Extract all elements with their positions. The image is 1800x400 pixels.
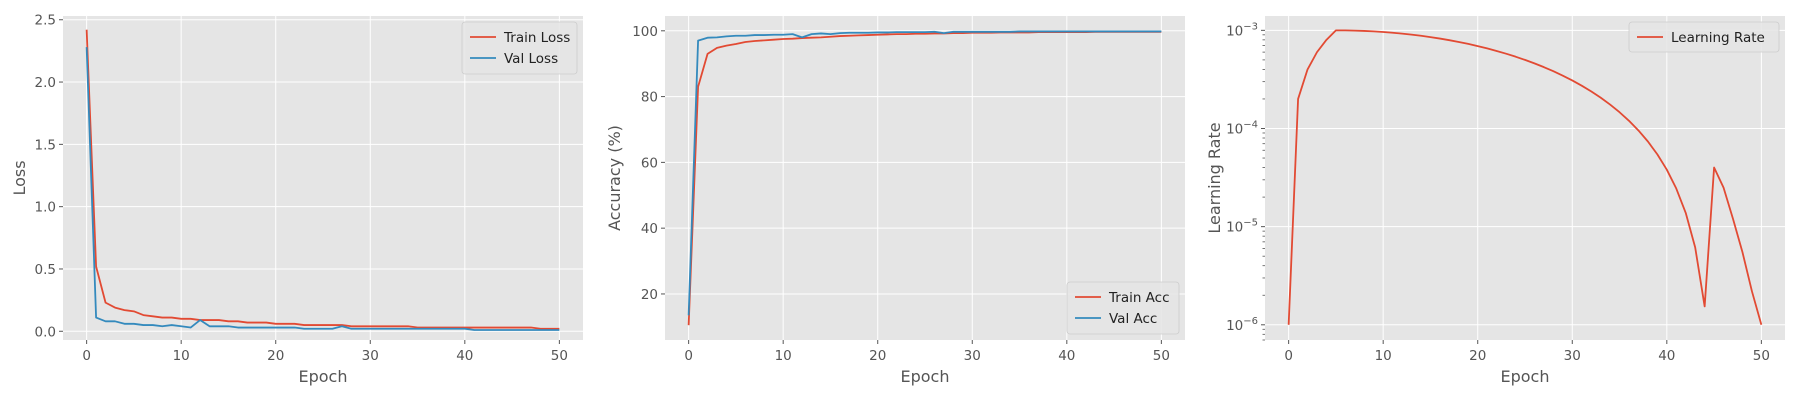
x-tick-label: 20	[869, 348, 886, 364]
legend-box	[461, 21, 578, 75]
legend-label: Train Acc	[1108, 290, 1170, 306]
x-tick-label: 30	[964, 348, 981, 364]
x-tick-label: 30	[1564, 348, 1581, 364]
y-axis-label: Accuracy (%)	[605, 125, 624, 231]
y-tick-label: 60	[641, 155, 658, 171]
y-tick-label: 0.0	[35, 324, 56, 340]
x-tick-label: 40	[1658, 348, 1675, 364]
y-tick-label: 40	[641, 221, 658, 237]
x-tick-label: 10	[1375, 348, 1392, 364]
y-tick-label: 10−6	[1226, 316, 1258, 334]
y-axis-label: Loss	[10, 160, 29, 195]
y-tick-label: 10−4	[1226, 119, 1258, 137]
series-line-val-loss	[85, 47, 560, 331]
x-tick-label: 20	[1469, 348, 1486, 364]
x-tick-label: 0	[684, 348, 693, 364]
y-tick-label: 10−3	[1226, 21, 1258, 39]
y-tick-label: 10−5	[1226, 218, 1258, 236]
legend: Train Acc Val Acc	[1066, 281, 1180, 335]
x-tick-label: 50	[1753, 348, 1770, 364]
x-axis-label: Epoch	[299, 367, 348, 386]
legend-label: Learning Rate	[1671, 30, 1765, 46]
y-tick-label: 2.5	[35, 13, 56, 29]
legend-box	[1628, 21, 1780, 53]
x-tick-label: 40	[1058, 348, 1075, 364]
series-line-learning-rate	[1287, 29, 1763, 326]
x-tick-label: 0	[82, 348, 91, 364]
x-tick-label: 40	[456, 348, 473, 364]
legend-box	[1066, 281, 1180, 335]
legend-label: Val Acc	[1109, 311, 1157, 327]
chart-panel-3: 0 10 20 30 40 50 10−6 10−5 10−4 10−3 Epoch Learning…	[1205, 16, 1785, 386]
x-tick-label: 50	[551, 348, 568, 364]
y-tick-label: 0.5	[35, 262, 56, 278]
legend-label: Val Loss	[504, 51, 558, 67]
x-tick-label: 30	[362, 348, 379, 364]
x-tick-label: 10	[775, 348, 792, 364]
x-tick-label: 50	[1153, 348, 1170, 364]
plot-area	[1265, 16, 1785, 340]
y-tick-label: 2.0	[35, 75, 56, 91]
x-tick-label: 0	[1284, 348, 1293, 364]
y-tick-label: 20	[641, 287, 658, 303]
y-tick-label: 1.5	[35, 137, 56, 153]
x-axis-label: Epoch	[901, 367, 950, 386]
legend-label: Train Loss	[503, 30, 570, 46]
legend: Learning Rate	[1628, 21, 1780, 53]
chart-panel-2: 0 10 20 30 40 50 20 40 60 80 100 Epoch Accuracy (%) T…	[605, 16, 1185, 386]
x-axis-label: Epoch	[1501, 367, 1550, 386]
chart-panel-1: 0 10 20 30 40 50 0.0 0.5 1.0 1.5 2.0 2.5 Epoch Loss Tr…	[10, 13, 583, 386]
legend: Train Loss Val Loss	[461, 21, 578, 75]
x-tick-label: 10	[173, 348, 190, 364]
y-tick-label: 80	[641, 90, 658, 106]
y-axis-label: Learning Rate	[1205, 122, 1224, 233]
y-tick-label: 100	[632, 24, 658, 40]
x-tick-label: 20	[267, 348, 284, 364]
series-line-val-acc	[687, 30, 1162, 316]
y-tick-label: 1.0	[35, 200, 56, 216]
series-line-train-loss	[85, 29, 560, 330]
